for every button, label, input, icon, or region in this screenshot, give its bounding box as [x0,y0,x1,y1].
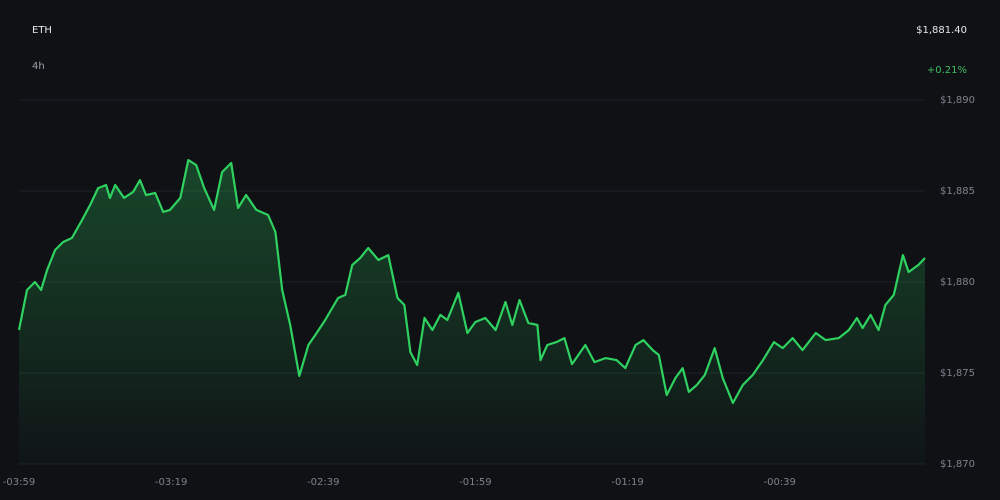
price: $1,881.40 [916,25,967,36]
area [19,160,925,464]
x-tick-label: -03:59 [3,477,35,488]
x-tick-label: -02:39 [307,477,339,488]
y-tick-label: $1,890 [940,95,975,106]
y-tick-label: $1,880 [940,277,975,288]
y-tick-label: $1,885 [940,186,975,197]
y-tick-label: $1,870 [940,459,975,470]
x-tick-label: -03:19 [155,477,187,488]
x-tick-label: -01:19 [611,477,643,488]
y-tick-label: $1,875 [940,368,975,379]
interval: 4h [32,61,45,72]
x-tick-label: -01:59 [459,477,491,488]
price-line [17,159,926,405]
x-tick-label: -00:39 [763,477,795,488]
change: +0.21% [927,65,967,76]
symbol: ETH [32,25,52,36]
